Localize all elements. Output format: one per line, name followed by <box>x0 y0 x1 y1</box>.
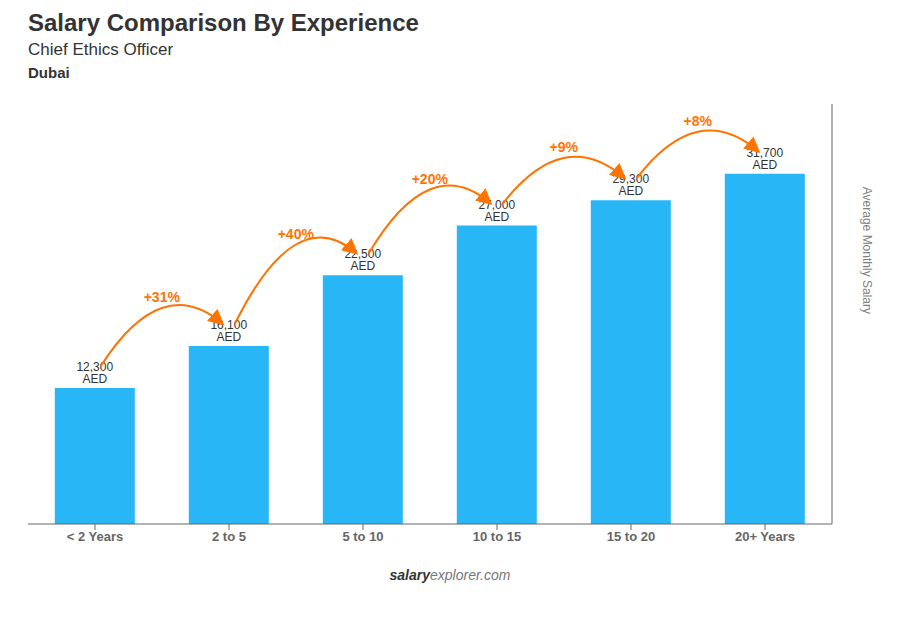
svg-text:< 2 Years: < 2 Years <box>67 529 124 544</box>
html-text:Dubai: Dubai <box>28 64 70 81</box>
svg-text:+9%: +9% <box>550 139 579 155</box>
svg-text:Average Monthly Salary: Average Monthly Salary <box>860 187 874 314</box>
svg-text:2 to 5: 2 to 5 <box>212 529 246 544</box>
svg-text:16,100AED: 16,100AED <box>210 318 247 344</box>
html-text:Salary Comparison By Experienc: Salary Comparison By Experience <box>28 9 419 36</box>
svg-text:31,700AED: 31,700AED <box>746 146 783 172</box>
svg-text:15 to 20: 15 to 20 <box>607 529 655 544</box>
svg-text:22,500AED: 22,500AED <box>344 247 381 273</box>
svg-text:+8%: +8% <box>684 113 713 129</box>
html-text:Chief Ethics Officer: Chief Ethics Officer <box>28 40 174 59</box>
html-text:salary explorer.com: salary explorer.com <box>389 567 511 583</box>
svg-text:27,000AED: 27,000AED <box>478 198 515 224</box>
svg-text:12,300AED: 12,300AED <box>76 360 113 386</box>
svg-text:29,300AED: 29,300AED <box>612 172 649 198</box>
svg-text:+40%: +40% <box>278 226 315 242</box>
svg-text:20+ Years: 20+ Years <box>735 529 795 544</box>
svg-text:+31%: +31% <box>144 289 181 305</box>
svg-text:+20%: +20% <box>412 171 449 187</box>
svg-text:5 to 10: 5 to 10 <box>342 529 383 544</box>
svg-text:10 to 15: 10 to 15 <box>473 529 521 544</box>
